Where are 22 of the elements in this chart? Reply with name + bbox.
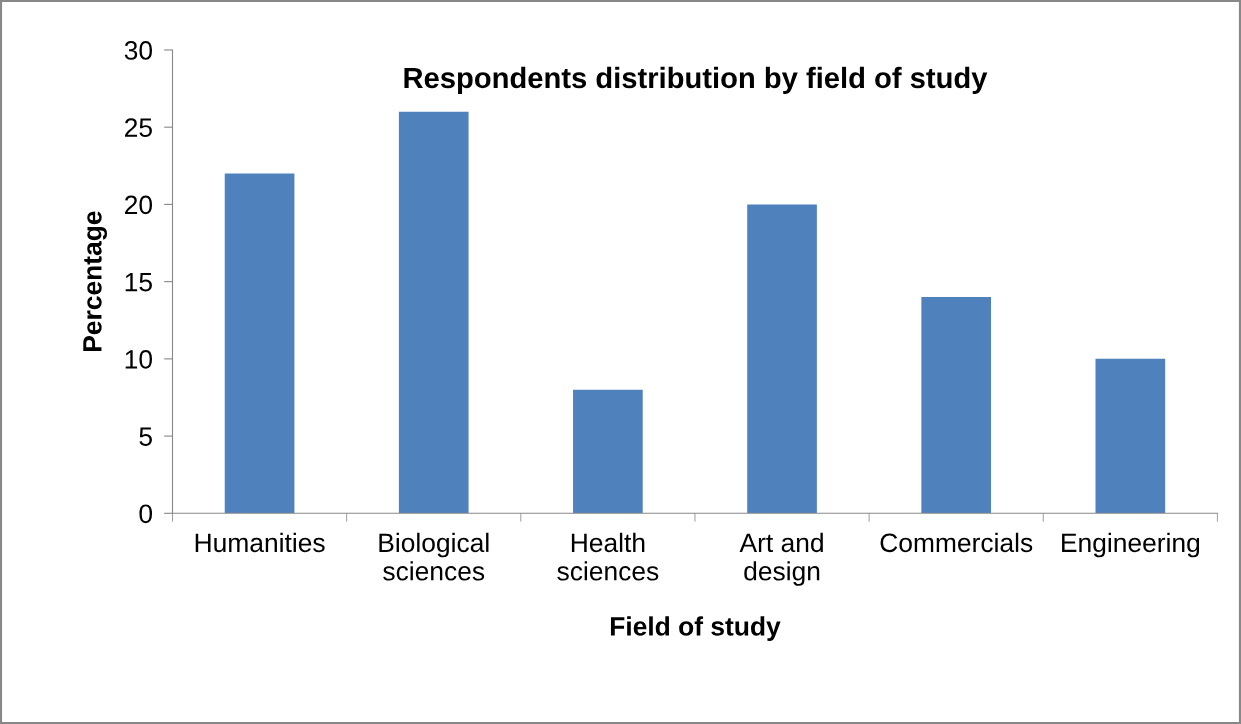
y-tick-label: 5 [139,427,152,446]
bar [398,111,469,514]
x-axis-title: Field of study [610,616,781,641]
y-axis-title: Percentage [83,211,108,352]
y-tick-label: 25 [125,118,152,137]
text: Respondents distribution by field of study [404,66,988,95]
x-tick-label: Commercials [880,532,1033,553]
bar [747,204,817,514]
y-tick-label: 20 [125,195,153,215]
x-tick-label: Art and design [739,532,823,586]
y-tick-label: 0 [139,504,153,524]
x-tick-label: Health sciences [557,532,659,581]
bar [224,173,295,514]
x-tick-label: Biological sciences [379,532,489,581]
x-tick-label: Engineering [1062,532,1200,558]
y-tick-label: 30 [124,41,153,60]
bar [921,297,992,514]
y-tick-label: 10 [125,350,153,369]
x-tick-label: Humanities [195,532,325,553]
bar [1095,358,1166,514]
y-tick-label: 15 [125,273,152,292]
bar [573,389,643,514]
